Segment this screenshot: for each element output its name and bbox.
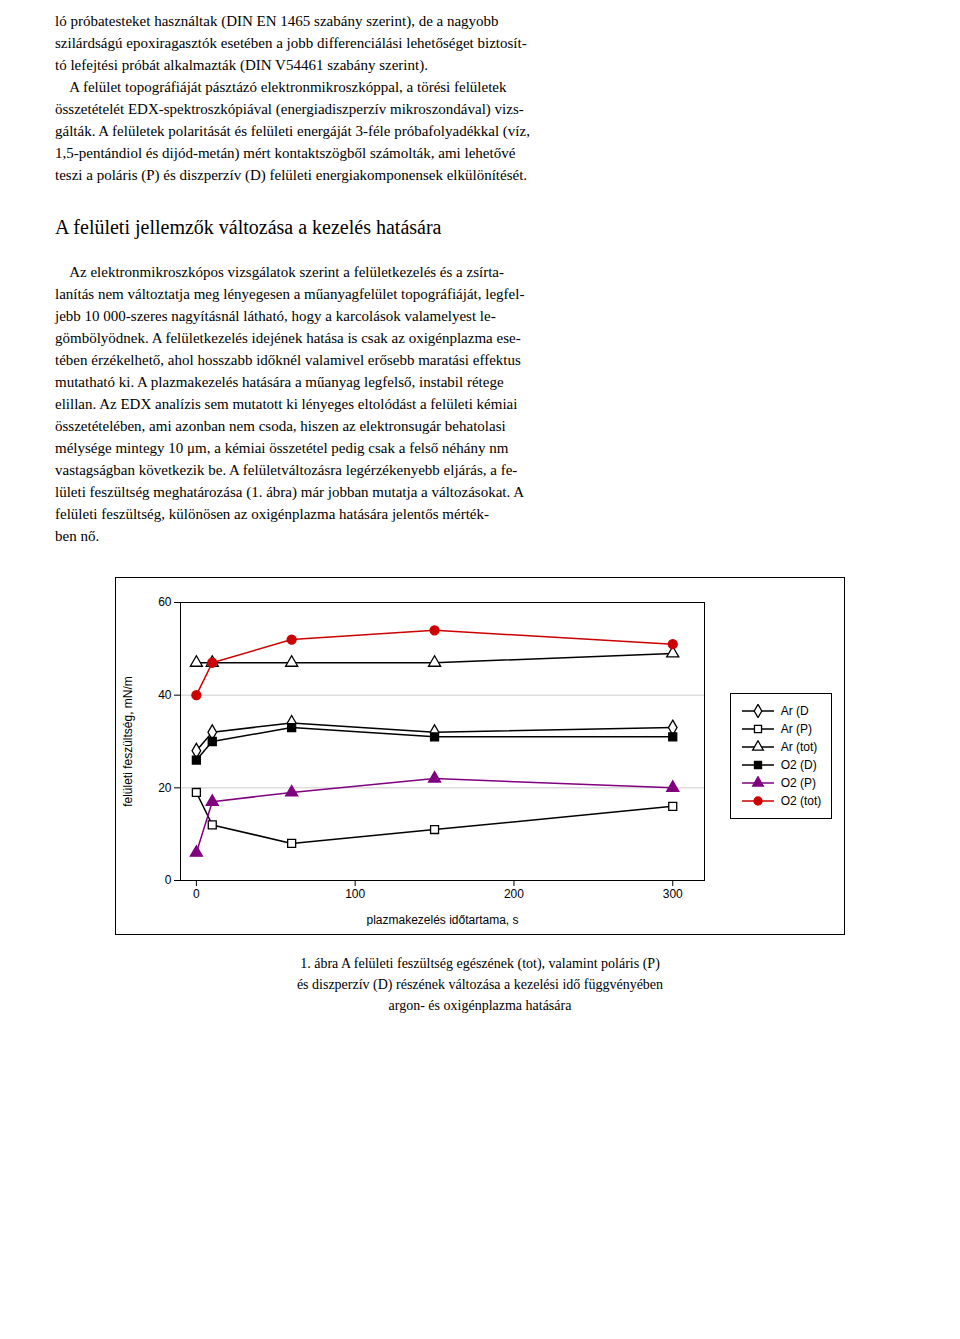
svg-text:0: 0 [164,873,171,887]
svg-text:300: 300 [662,887,682,901]
html-text:argon- és oxigénplazma hatásár: argon- és oxigénplazma hatására [388,998,572,1013]
html-text:Ar (D: Ar (D [780,704,809,718]
svg-text:plazmakezelés időtartama, s: plazmakezelés időtartama, s [366,913,518,927]
html-text:A felületi jellemzők változása: A felületi jellemzők változása a kezelés… [55,216,442,238]
html-text:1,5-pentándiol és dijód-metán): 1,5-pentándiol és dijód-metán) mért kont… [55,145,516,161]
svg-text:100: 100 [345,887,365,901]
html-text:mutatható ki. A plazmakezelés: mutatható ki. A plazmakezelés hatására a… [55,374,504,390]
html-text:és diszperzív (D) részének vál: és diszperzív (D) részének változása a k… [296,977,664,992]
html-text:összetételét EDX-spektroszkópi: összetételét EDX-spektroszkópiával (ener… [55,101,524,117]
html-text:tében érzékelhető, ahol hossza: tében érzékelhető, ahol hosszabb időknél… [55,352,521,368]
html-text:gömbölyödnek. A felületkezelés: gömbölyödnek. A felületkezelés idejének … [55,330,521,346]
html-text:jebb 10 000-szeres nagyításnál: jebb 10 000-szeres nagyításnál látható, … [55,308,496,324]
html-text:elillan. Az EDX analízis sem m: elillan. Az EDX analízis sem mutatott ki… [55,396,518,412]
html-text:gálták. A felületek polaritásá: gálták. A felületek polaritását és felül… [55,123,530,139]
svg-text:60: 60 [158,595,172,609]
html-text:ló próbatesteket használtak (D: ló próbatesteket használtak (DIN EN 1465… [55,13,499,29]
svg-text:20: 20 [158,781,172,795]
svg-text:200: 200 [504,887,524,901]
html-text:tó lefejtési próbát alkalmaztá: tó lefejtési próbát alkalmazták (DIN V54… [55,57,428,73]
html-text:O2 (D): O2 (D) [780,758,817,772]
svg-text:40: 40 [158,688,172,702]
html-text:Ar (tot): Ar (tot) [780,740,818,754]
svg-text:0: 0 [193,887,200,901]
html-text:O2 (P): O2 (P) [780,776,816,790]
html-text:lületi feszültség meghatározás: lületi feszültség meghatározása (1. ábra… [55,484,524,500]
html-text:vastagságban következik be. A: vastagságban következik be. A felületvál… [55,462,518,478]
html-text:teszi a poláris (P) és diszper: teszi a poláris (P) és diszperzív (D) fe… [55,167,528,183]
html-text:Ar (P): Ar (P) [780,722,812,736]
html-text:felületi feszültség, különösen: felületi feszültség, különösen az oxigén… [55,506,489,522]
html-text:lanítás nem változtatja meg lé: lanítás nem változtatja meg lényegesen a… [55,286,525,302]
html-text:összetételében, ami azonban ne: összetételében, ami azonban nem csoda, h… [55,418,506,434]
html-text:Az elektronmikroszkópos vizsgá: Az elektronmikroszkópos vizsgálatok szer… [55,264,504,280]
html-text:A felület topográfiáját pásztá: A felület topográfiáját pásztázó elektro… [55,79,507,95]
html-text:1. ábra A felületi feszültség: 1. ábra A felületi feszültség egészének … [300,956,660,971]
svg-text:felületi feszültség, mN/m: felületi feszültség, mN/m [121,676,135,807]
html-text:ben nő.: ben nő. [55,528,100,544]
html-text:mélysége mintegy 10 μm, a kémi: mélysége mintegy 10 μm, a kémiai összeté… [55,440,509,456]
html-text:O2 (tot): O2 (tot) [780,794,822,808]
html-text:szilárdságú epoxiragasztók ese: szilárdságú epoxiragasztók esetében a jo… [55,35,527,51]
